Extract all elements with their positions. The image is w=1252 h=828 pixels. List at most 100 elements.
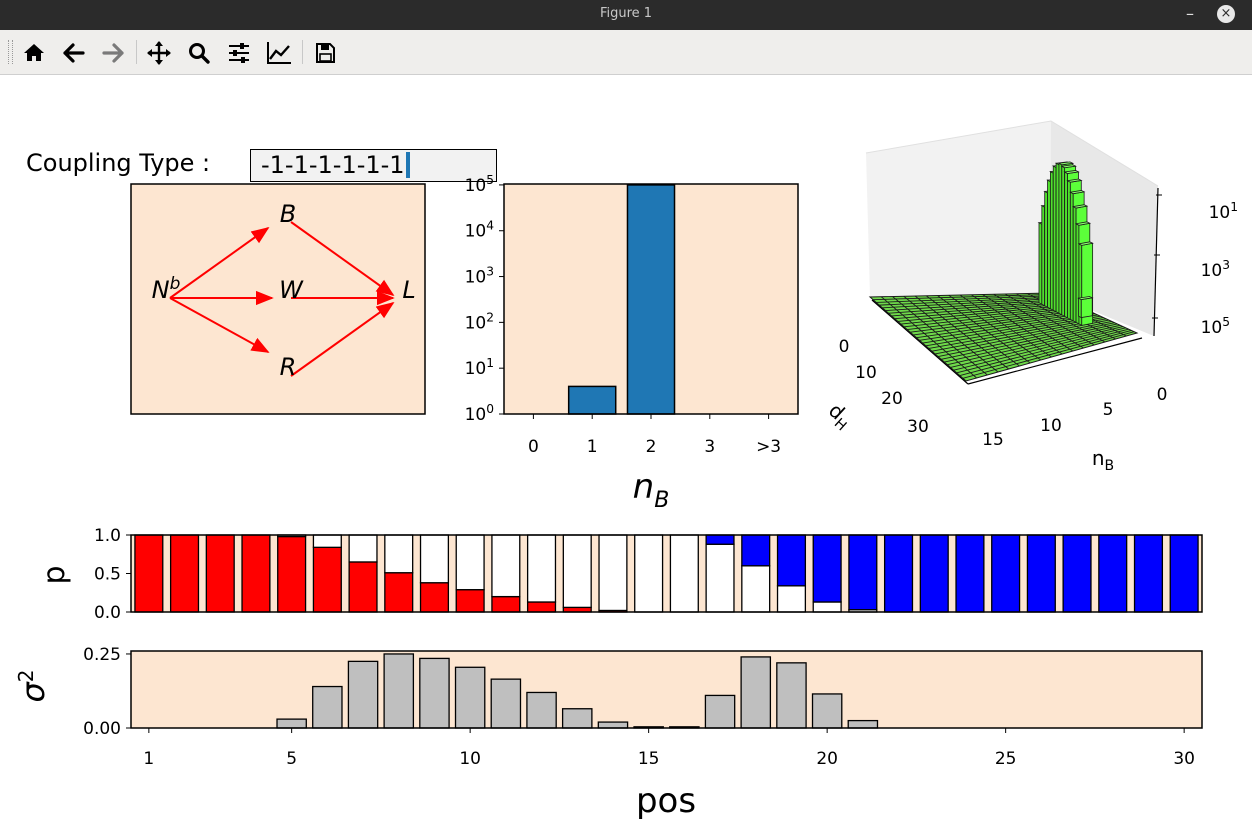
- coupling-type-input[interactable]: -1-1-1-1-1-1: [250, 149, 497, 182]
- y-tick-label: 1.0: [94, 526, 121, 546]
- floor-grid-line: [880, 296, 977, 379]
- node-label-w: W: [279, 276, 304, 304]
- peak-bar-top: [1074, 221, 1092, 226]
- home-icon: [24, 44, 44, 61]
- dh-tick-label: 0: [839, 337, 850, 357]
- small-bar-top: [1077, 296, 1094, 300]
- x-tick-label: 20: [816, 749, 838, 769]
- p-bar-segment: [312, 546, 342, 613]
- p-bar-segment: [384, 572, 414, 613]
- p-bar-segment: [598, 534, 628, 612]
- floppy-disk-icon: [316, 43, 335, 63]
- close-button[interactable]: ×: [1217, 5, 1235, 23]
- peak-bar-top: [1057, 161, 1075, 166]
- subplots-button[interactable]: [226, 40, 254, 66]
- variance-bar: [490, 678, 522, 729]
- sliders-icon: [229, 43, 249, 63]
- p-bar-segment: [1133, 534, 1164, 613]
- forward-button[interactable]: [100, 40, 128, 66]
- y-tick-label: 104: [465, 219, 495, 242]
- p-bar-segment: [348, 534, 378, 563]
- nb-axis-label: nB: [1092, 446, 1114, 474]
- p-bar-segment: [455, 534, 485, 591]
- floor-grid-line: [925, 295, 1020, 367]
- variance-bar: [454, 666, 486, 729]
- dh-axis-label: dH: [821, 398, 857, 434]
- y-tick-label: 102: [465, 310, 494, 333]
- save-button[interactable]: [312, 40, 340, 66]
- floor-grid-line: [892, 296, 988, 376]
- line-chart-icon: [267, 42, 291, 64]
- variance-bar: [419, 657, 450, 729]
- z-tick-label: 103: [1201, 258, 1230, 281]
- p-bar-segment: [277, 535, 307, 613]
- p-bar-segment: [669, 534, 699, 613]
- move-icon: [147, 41, 171, 65]
- peak-bar-front: [1041, 204, 1046, 307]
- nb-histogram-chart: 0 1 2 3 >3 100 101 102 103 104 105 nB: [465, 173, 799, 513]
- x-axis-label: pos: [636, 781, 696, 821]
- network-diagram: Nb B W R L: [130, 183, 426, 415]
- navigation-toolbar: [0, 30, 1252, 75]
- window-titlebar: Figure 1 – ×: [0, 0, 1252, 30]
- p-bar-segment: [776, 585, 807, 613]
- edge-arrow: [169, 297, 270, 353]
- x-tick-label: 30: [1173, 749, 1195, 769]
- variance-bar: [276, 718, 307, 729]
- x-tick-label: 3: [704, 437, 715, 457]
- arrow-right-icon: [102, 43, 124, 63]
- nb-tick-label: 0: [1157, 385, 1168, 405]
- zoom-button[interactable]: [186, 40, 214, 66]
- pane-edge: [865, 120, 1159, 187]
- nb-axis-line: [967, 337, 1143, 385]
- p-bar-segment: [776, 534, 807, 587]
- peak-bar-top: [1077, 241, 1094, 246]
- toolbar-separator: [302, 40, 303, 64]
- coupling-type-value: -1-1-1-1-1-1: [261, 151, 405, 179]
- y-tick-label: 103: [465, 265, 494, 288]
- p-bar-segment: [955, 534, 985, 613]
- variance-bar: [347, 660, 379, 729]
- y-tick-label: 105: [465, 173, 494, 196]
- p-bar-segment: [634, 534, 664, 613]
- p-bar-segment: [491, 534, 521, 598]
- peak-bar-top: [1066, 178, 1083, 183]
- z-axis-line: [1153, 187, 1159, 337]
- variance-bar: [811, 693, 843, 729]
- peak-bar-front: [1064, 171, 1068, 319]
- x-tick-label: >3: [756, 437, 781, 457]
- variance-panel: [131, 651, 1202, 728]
- nb-tick-label: 5: [1103, 400, 1114, 420]
- pan-button[interactable]: [146, 40, 174, 66]
- floor-grid-line: [993, 293, 1084, 349]
- p-bar-segment: [526, 601, 557, 613]
- y-tick-label: 0.25: [83, 645, 121, 665]
- p-bar-segment: [455, 589, 485, 613]
- p-bar-segment: [312, 534, 342, 548]
- p-bar-segment: [705, 534, 735, 545]
- p-bar-segment: [419, 534, 450, 584]
- p-bar-segment: [491, 595, 521, 613]
- dh-tick-label: 30: [907, 417, 929, 437]
- magnifier-icon: [189, 43, 210, 64]
- x-tick-label: 5: [286, 749, 297, 769]
- peak-bar-front: [1049, 170, 1054, 311]
- x-axis-label: nB: [633, 467, 670, 513]
- p-bar-segment: [812, 534, 842, 603]
- variance-frame: [130, 650, 1203, 729]
- toolbar-handle[interactable]: [8, 40, 13, 64]
- home-button[interactable]: [21, 40, 49, 66]
- x-tick-label: 15: [638, 749, 660, 769]
- floor-grid-line: [982, 294, 1074, 352]
- customize-button[interactable]: [266, 40, 294, 66]
- minimize-button[interactable]: –: [1186, 4, 1194, 23]
- variance-bar: [561, 708, 593, 729]
- back-button[interactable]: [61, 40, 89, 66]
- floor-grid-line: [903, 295, 999, 373]
- p-bar-segment: [1098, 534, 1128, 613]
- peak-bar-front: [1069, 191, 1074, 322]
- x-tick-label: 0: [528, 437, 539, 457]
- peak-bar-front: [1055, 162, 1060, 314]
